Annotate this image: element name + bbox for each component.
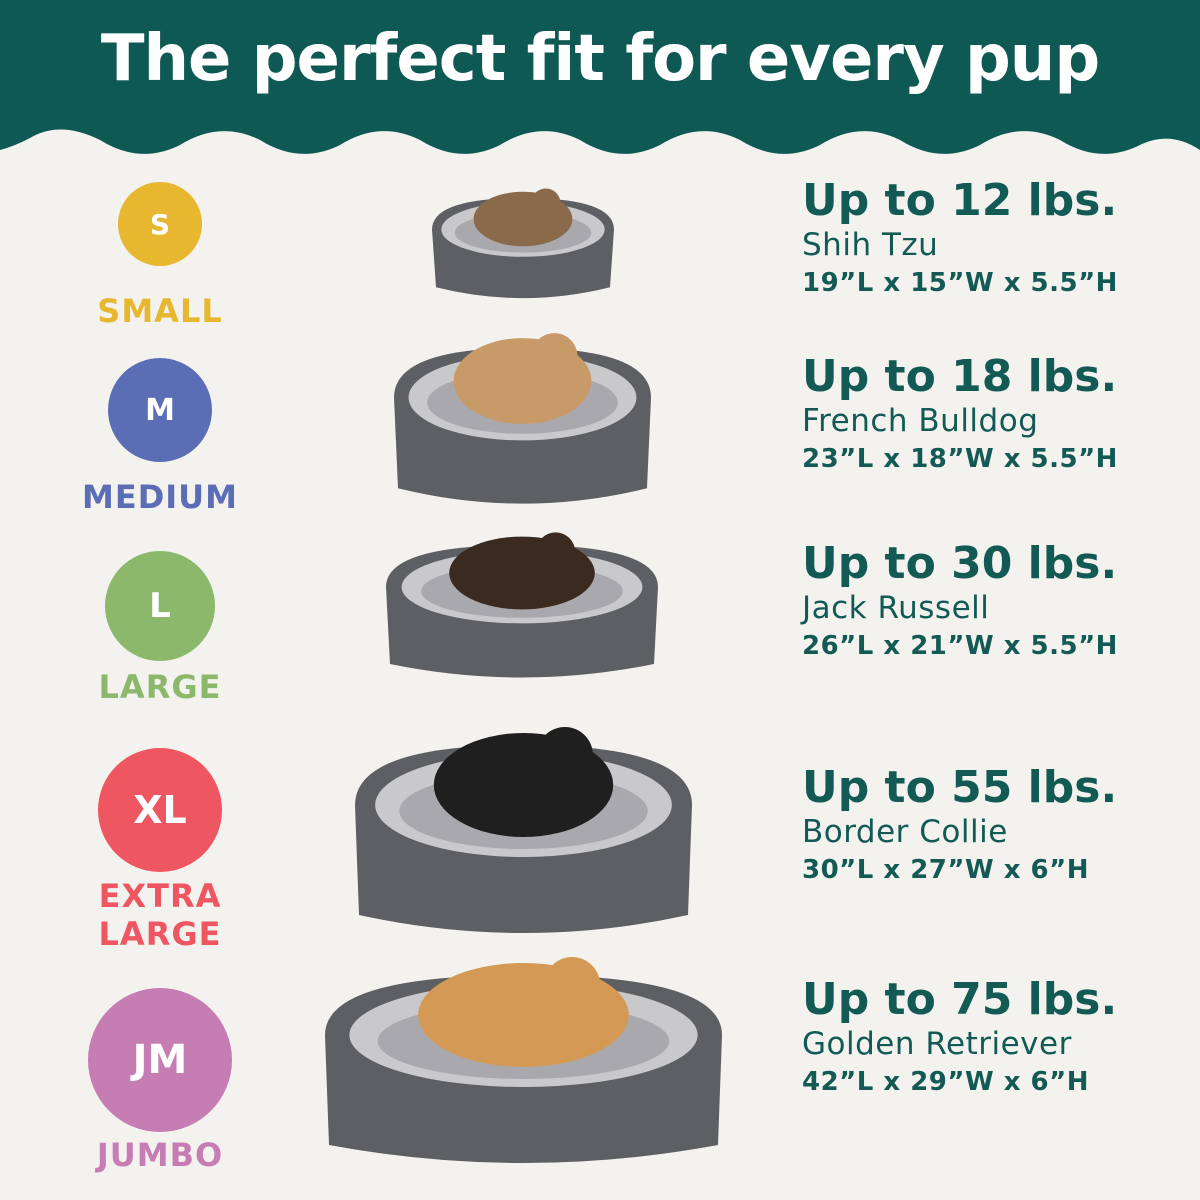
size-circle: L (105, 551, 215, 661)
dimensions: 30”L x 27”W x 6”H (802, 855, 1089, 885)
dog-bed-image (386, 532, 658, 678)
dog-bed-image (354, 727, 692, 933)
breed-name: Jack Russell (802, 590, 990, 626)
size-badge-l: L (60, 551, 260, 661)
dog-bed-image (324, 957, 722, 1163)
dimensions: 23”L x 18”W x 5.5”H (802, 444, 1118, 474)
size-badge-s: S (60, 182, 260, 266)
weight-limit: Up to 18 lbs. (802, 351, 1118, 402)
size-badge-xl: XL (60, 748, 260, 872)
weight-limit: Up to 30 lbs. (802, 538, 1118, 589)
size-label: SMALL (97, 292, 223, 330)
breed-name: French Bulldog (802, 403, 1039, 439)
size-badge-m: M (60, 358, 260, 462)
page-title: The perfect fit for every pup (100, 22, 1100, 96)
size-circle: S (118, 182, 202, 266)
size-info: Up to 30 lbs. Jack Russell 26”L x 21”W x… (802, 539, 1118, 665)
dog-bed-image (393, 332, 651, 504)
weight-limit: Up to 12 lbs. (802, 175, 1118, 226)
header-banner (0, 0, 1200, 154)
size-info: Up to 12 lbs. Shih Tzu 19”L x 15”W x 5.5… (802, 176, 1118, 302)
size-info: Up to 75 lbs. Golden Retriever 42”L x 29… (802, 975, 1117, 1101)
size-label: JUMBO (96, 1136, 224, 1174)
size-label: LARGE (98, 668, 222, 706)
size-circle: JM (88, 988, 232, 1132)
size-circle: XL (98, 748, 222, 872)
weight-limit: Up to 55 lbs. (802, 762, 1118, 813)
size-label: MEDIUM (82, 478, 238, 516)
size-circle: M (108, 358, 212, 462)
breed-name: Golden Retriever (802, 1026, 1072, 1062)
size-badge-jm: JM (60, 988, 260, 1132)
dog-bed-image (432, 188, 614, 298)
size-info: Up to 55 lbs. Border Collie 30”L x 27”W … (802, 763, 1117, 889)
breed-name: Shih Tzu (802, 227, 939, 263)
size-label: EXTRA LARGE (98, 877, 222, 953)
dimensions: 42”L x 29”W x 6”H (802, 1067, 1089, 1097)
dimensions: 19”L x 15”W x 5.5”H (802, 268, 1118, 298)
weight-limit: Up to 75 lbs. (802, 974, 1118, 1025)
dimensions: 26”L x 21”W x 5.5”H (802, 631, 1118, 661)
breed-name: Border Collie (802, 814, 1008, 850)
size-info: Up to 18 lbs. French Bulldog 23”L x 18”W… (802, 352, 1118, 478)
